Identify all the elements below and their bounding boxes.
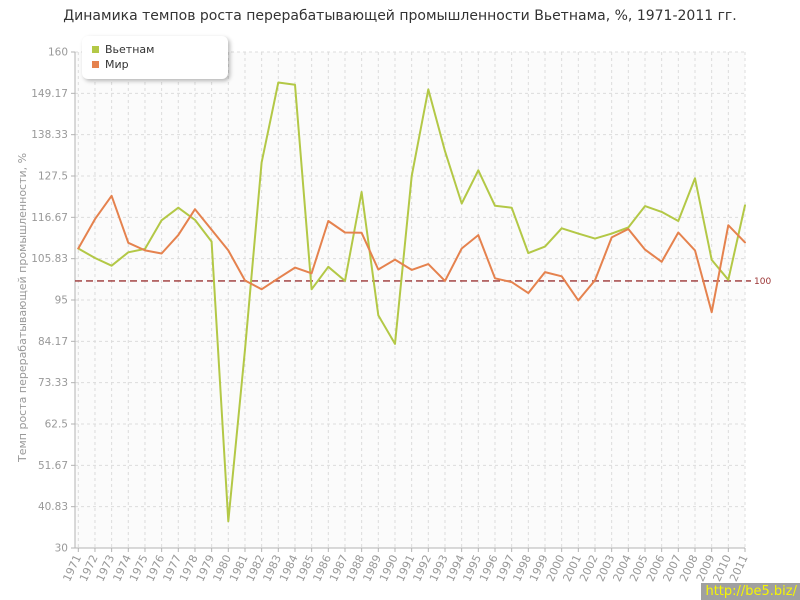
svg-text:62.5: 62.5 <box>45 419 68 431</box>
svg-text:51.67: 51.67 <box>38 460 68 472</box>
axes <box>71 51 746 552</box>
x-axis-tick-labels: 1971197219731974197519761977197819791980… <box>60 553 750 584</box>
svg-text:127.5: 127.5 <box>38 171 68 183</box>
svg-text:40.83: 40.83 <box>38 501 68 513</box>
svg-text:84.17: 84.17 <box>38 336 68 348</box>
legend-label-vietnam: Вьетнам <box>105 43 155 56</box>
svg-text:30: 30 <box>55 543 68 555</box>
chart-title: Динамика темпов роста перерабатывающей п… <box>63 8 737 24</box>
legend: Вьетнам Мир <box>82 36 228 79</box>
svg-text:149.17: 149.17 <box>31 88 68 100</box>
reference-line-label: 100 <box>754 277 771 287</box>
reference-line-100: 100 <box>75 277 771 287</box>
gridlines <box>75 51 746 549</box>
series-line-world <box>77 194 746 314</box>
legend-item-vietnam[interactable]: Вьетнам <box>92 42 214 57</box>
legend-item-world[interactable]: Мир <box>92 57 214 72</box>
legend-label-world: Мир <box>105 58 129 71</box>
svg-text:138.33: 138.33 <box>31 129 68 141</box>
svg-text:160: 160 <box>48 47 68 59</box>
svg-text:73.33: 73.33 <box>38 377 68 389</box>
world-series-swatch-icon <box>92 61 99 68</box>
series-line-vietnam <box>77 81 746 523</box>
svg-text:105.83: 105.83 <box>31 253 68 265</box>
y-axis-title: Темп роста перерабатывающей промышленнос… <box>16 152 29 462</box>
svg-text:116.67: 116.67 <box>31 212 68 224</box>
vietnam-series-swatch-icon <box>92 46 99 53</box>
svg-text:95: 95 <box>55 295 68 307</box>
y-axis-tick-labels: 30 40.83 51.67 62.5 73.33 84.17 95 105.83 116.67… <box>31 47 68 555</box>
watermark-link[interactable]: http://be5.biz/ <box>701 583 800 600</box>
